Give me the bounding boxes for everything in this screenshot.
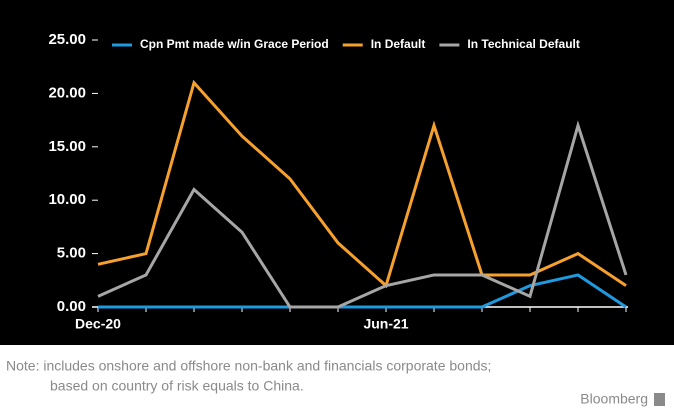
y-tick-label: 25.00 (48, 31, 86, 48)
note-line: Note: includes onshore and offshore non-… (6, 358, 491, 374)
series-line (98, 273, 627, 309)
source-icon (654, 393, 665, 406)
chart-background (0, 0, 674, 345)
y-tick-label: 0.00 (57, 298, 86, 315)
y-tick-label: 5.00 (57, 245, 86, 262)
series-line (97, 120, 628, 309)
y-tick-label: 15.00 (48, 138, 86, 155)
x-tick-label: Dec-20 (75, 316, 121, 332)
y-tick-label: 20.00 (48, 84, 86, 101)
legend-label: Cpn Pmt made w/in Grace Period (140, 37, 329, 51)
x-tick-label: Jun-21 (363, 316, 408, 332)
legend-label: In Technical Default (467, 37, 579, 51)
legend-label: In Default (371, 37, 426, 51)
source: Bloomberg (580, 391, 648, 407)
y-tick-label: 10.00 (48, 191, 86, 208)
note-line: based on country of risk equals to China… (50, 378, 304, 394)
